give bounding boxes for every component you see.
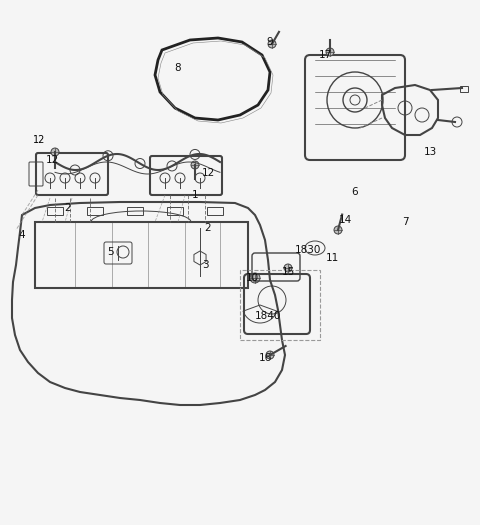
- Circle shape: [51, 148, 59, 156]
- Text: 15: 15: [281, 267, 295, 277]
- Text: 12: 12: [33, 135, 45, 145]
- Circle shape: [326, 48, 334, 56]
- Text: 4: 4: [19, 230, 25, 240]
- Text: 12: 12: [46, 155, 59, 165]
- Text: 2: 2: [204, 223, 211, 233]
- Text: 10: 10: [245, 273, 259, 283]
- Text: 1840: 1840: [255, 311, 281, 321]
- Bar: [240, 270, 320, 340]
- Text: 7: 7: [402, 217, 408, 227]
- Circle shape: [268, 40, 276, 48]
- Text: 6: 6: [352, 187, 358, 197]
- Bar: [127, 207, 143, 215]
- Text: 3: 3: [202, 260, 208, 270]
- Bar: [87, 207, 103, 215]
- Circle shape: [250, 273, 260, 283]
- Bar: [167, 207, 183, 215]
- Circle shape: [191, 161, 199, 169]
- Text: 2: 2: [65, 203, 72, 213]
- Bar: [207, 207, 223, 215]
- Circle shape: [266, 351, 274, 359]
- Text: 11: 11: [325, 253, 338, 263]
- Bar: [460, 86, 468, 92]
- Bar: [35, 222, 248, 288]
- Text: 17: 17: [318, 50, 332, 60]
- Text: 13: 13: [423, 147, 437, 157]
- Circle shape: [334, 226, 342, 234]
- Bar: [47, 207, 63, 215]
- Text: 1: 1: [192, 190, 198, 200]
- Text: 1830: 1830: [295, 245, 321, 255]
- Text: 5: 5: [107, 247, 113, 257]
- Text: 16: 16: [258, 353, 272, 363]
- Text: 8: 8: [175, 63, 181, 73]
- Text: 9: 9: [267, 37, 273, 47]
- Text: 14: 14: [338, 215, 352, 225]
- Text: 12: 12: [202, 168, 215, 178]
- Circle shape: [284, 264, 292, 272]
